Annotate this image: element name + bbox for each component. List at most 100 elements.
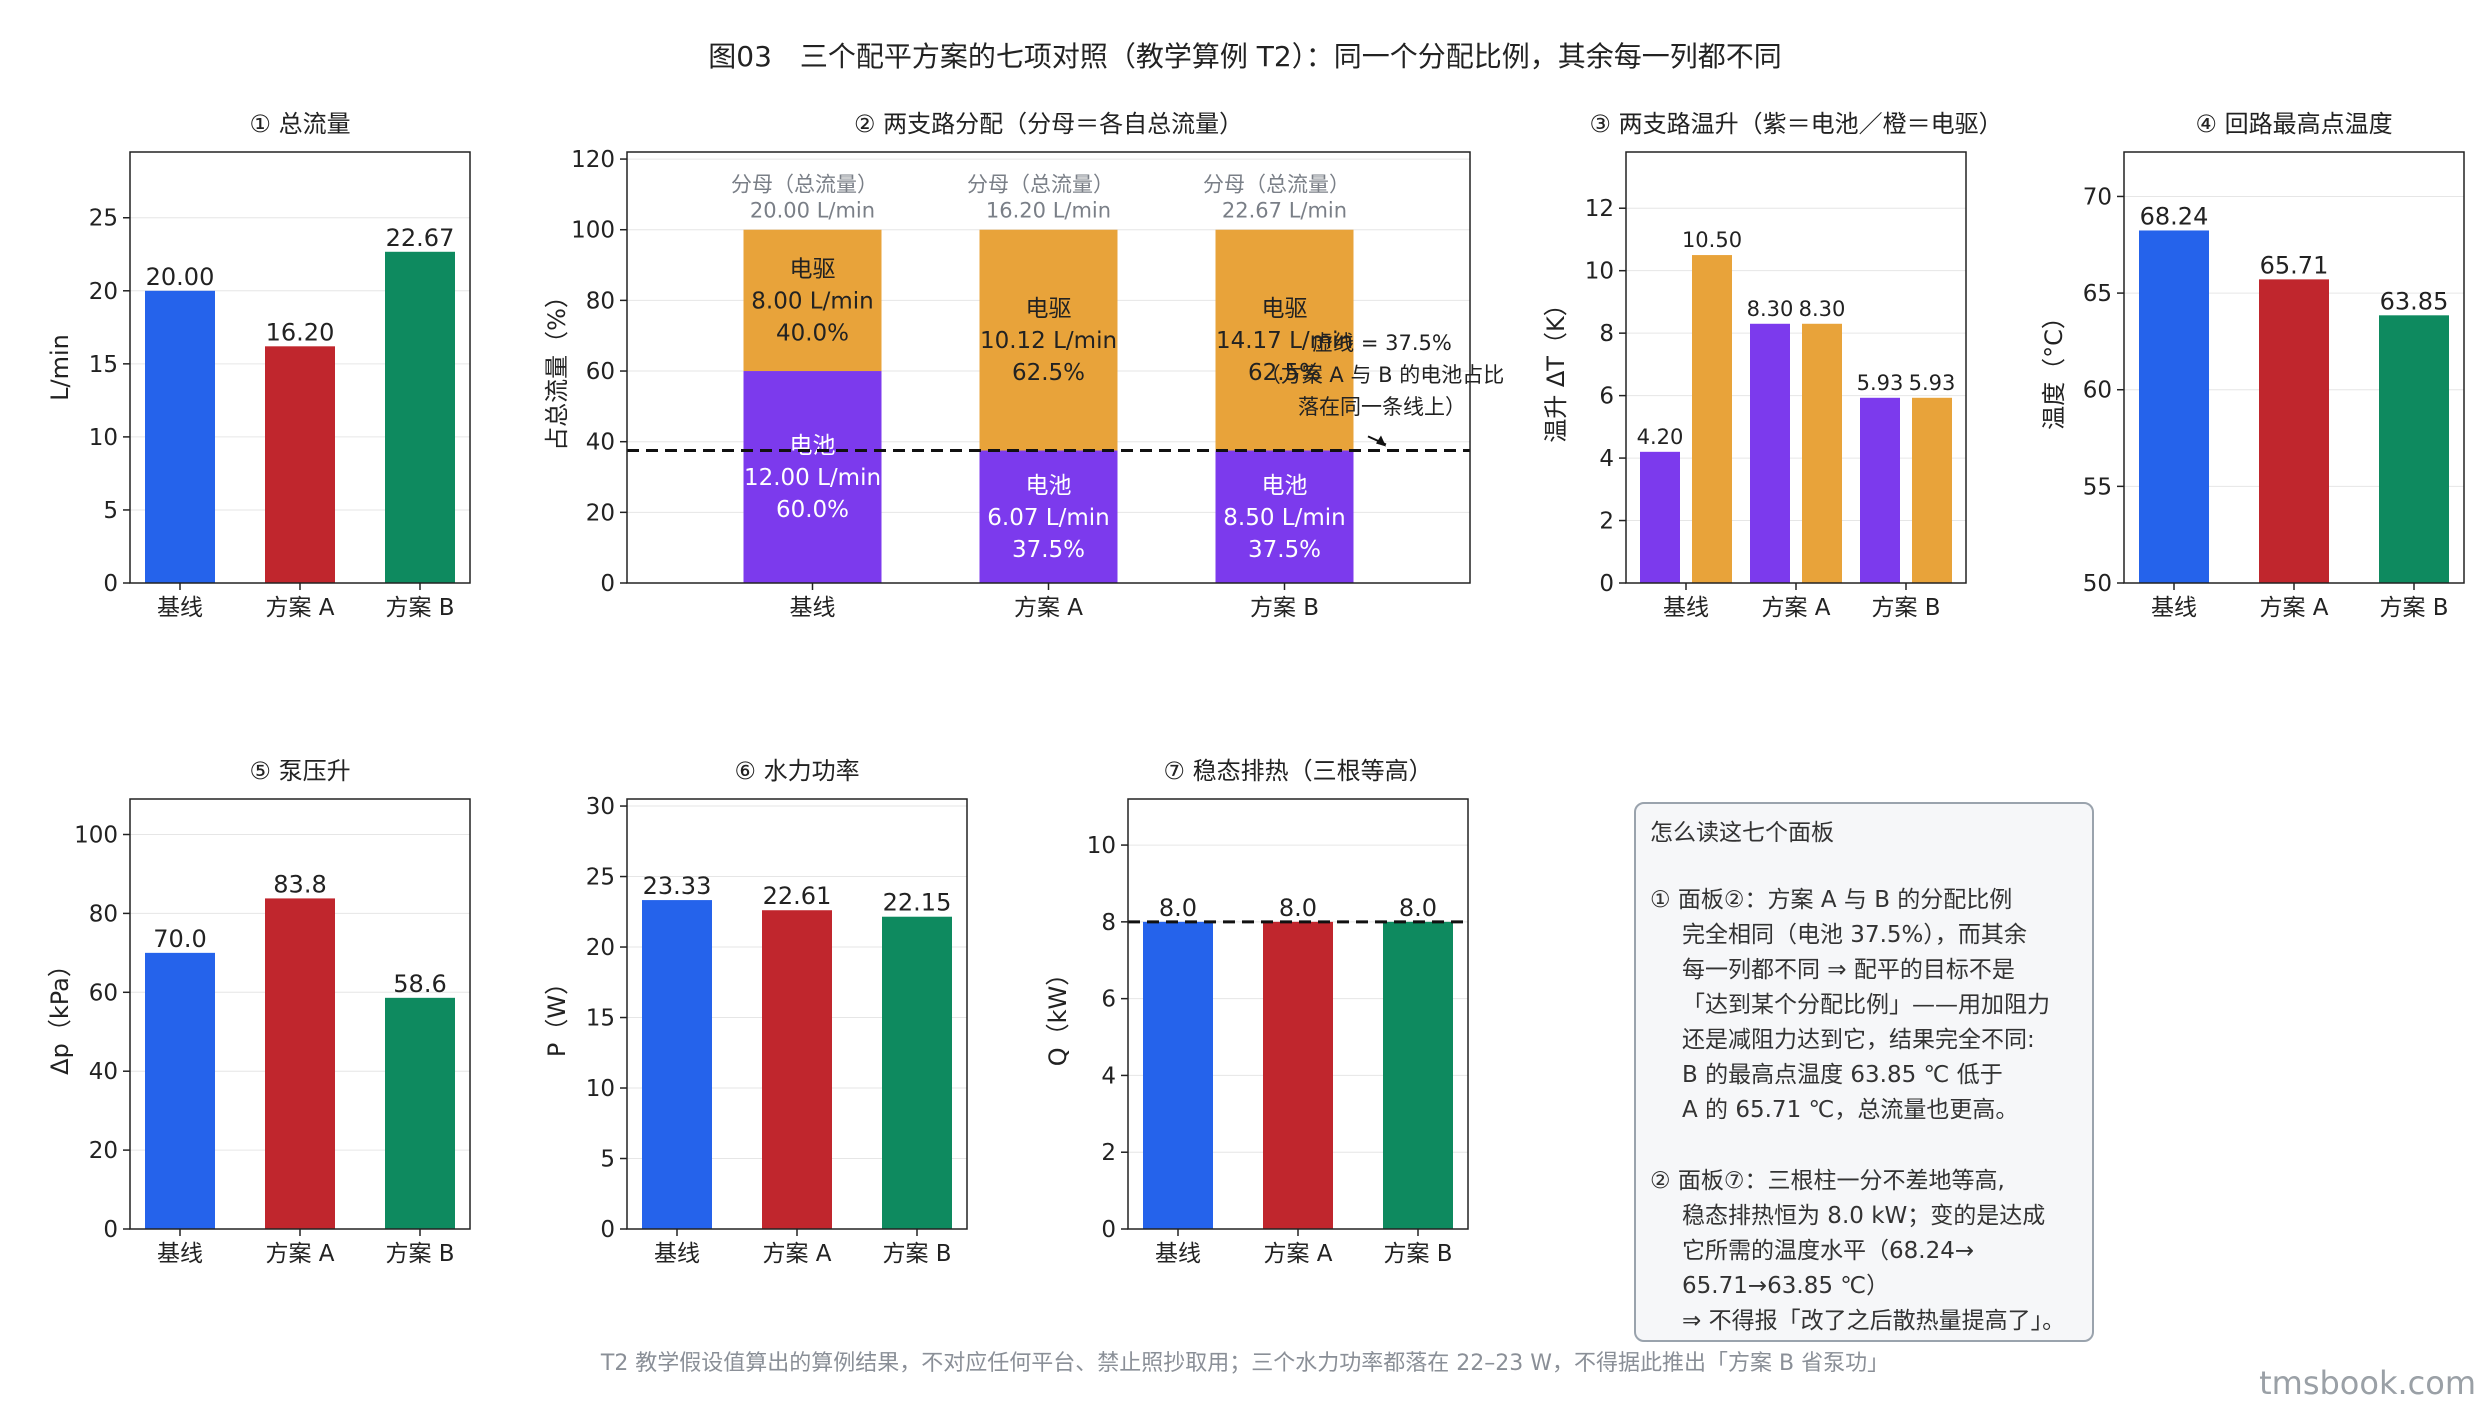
note-line: 「达到某个分配比例」——用加阻力 [1682,992,2050,1018]
panel-title: ⑤ 泵压升 [249,757,350,785]
bar-battery [1215,450,1354,583]
x-tick-label: 方案 A [265,595,334,621]
y-tick-label: 120 [571,147,615,173]
y-tick-label: 20 [586,935,615,961]
bar [385,251,455,583]
x-tick-label: 基线 [654,1241,700,1267]
y-tick-label: 12 [1585,196,1614,222]
segment-pct-label: 40.0% [776,320,849,346]
segment-flow-label: 10.12 L/min [980,328,1117,354]
denominator-value: 20.00 L/min [750,199,875,223]
x-tick-label: 基线 [1663,595,1709,621]
bar-value-label: 68.24 [2140,202,2209,230]
panel-p1: ① 总流量 0 5 10 15 20 25 L/min 基线 方案 A 方案 B 20.00 16.20… [46,110,471,621]
segment-series-label: 电池 [1262,473,1308,499]
y-tick-label: 10 [586,1076,615,1102]
panel-p3: ③ 两支路温升（紫＝电池／橙＝电驱） 0 2 4 6 8 10 12 温升 ΔT（K） 基线 方案 … [1542,110,2003,621]
note-line: 完全相同（电池 37.5%），而其余 [1682,922,2027,948]
bar-value-label: 8.30 [1747,297,1794,321]
bar-value-label: 22.15 [883,889,952,917]
watermark: tmsbook.com [2259,1364,2476,1402]
note-line: 它所需的温度水平（68.24→ [1682,1238,1975,1264]
y-tick-label: 70 [2083,184,2112,210]
y-axis-label: 占总流量（%） [543,284,571,451]
bar [1750,323,1790,583]
plot-frame [626,798,968,1230]
plot-frame [626,151,1471,584]
x-tick-label: 方案 B [385,1241,454,1267]
segment-flow-label: 8.50 L/min [1223,505,1345,531]
note-line: 65.71→63.85 ℃） [1682,1273,1890,1299]
bar [1802,323,1842,583]
bar-value-label: 5.93 [1857,371,1904,395]
note-line: ⇒ 不得报「改了之后散热量提高了」。 [1682,1308,2066,1334]
segment-flow-label: 14.17 L/min [1216,328,1353,354]
x-tick-label: 基线 [790,595,836,621]
segment-pct-label: 60.0% [776,497,849,523]
panel-p4: ④ 回路最高点温度 50 55 60 65 70 温度（°C） 基线 方案 A 方案 B 68.24… [2040,110,2465,621]
x-tick-label: 方案 A [762,1241,831,1267]
bar [882,916,952,1229]
panel-p5: ⑤ 泵压升 0 20 40 60 80 100 Δp（kPa） 基线 方案 A 方案 B 70.0 83… [46,757,471,1267]
note-line: ② 面板⑦：三根柱一分不差地等高, [1650,1168,2005,1194]
segment-series-label: 电驱 [1026,296,1072,322]
bar [145,290,215,583]
bar-battery [743,371,882,583]
y-tick-label: 10 [89,425,118,451]
reference-annotation: 落在同一条线上） [1298,395,1466,419]
y-axis-label: 温度（°C） [2040,305,2068,430]
bar-value-label: 22.61 [763,882,832,910]
y-tick-label: 80 [89,901,118,927]
y-tick-label: 6 [1599,384,1614,410]
bar [145,952,215,1229]
y-tick-label: 15 [89,352,118,378]
panel-title: ① 总流量 [249,110,350,138]
y-tick-label: 20 [89,279,118,305]
note-line: B 的最高点温度 63.85 ℃ 低于 [1682,1062,2003,1088]
bar [1860,397,1900,583]
reference-annotation: （方案 A 与 B 的电池占比 [1260,363,1504,387]
x-tick-label: 方案 B [882,1241,951,1267]
y-tick-label: 15 [586,1006,615,1032]
note-line: A 的 65.71 ℃，总流量也更高。 [1682,1097,2019,1123]
plot-frame [129,151,471,584]
bar-value-label: 63.85 [2380,287,2449,315]
y-tick-label: 0 [600,1217,615,1243]
panel-title: ⑥ 水力功率 [734,757,859,785]
y-tick-label: 2 [1101,1140,1116,1166]
y-tick-label: 40 [89,1059,118,1085]
y-tick-label: 65 [2083,281,2112,307]
bar [1143,921,1213,1229]
bar [642,900,712,1229]
note-line: 还是减阻力达到它，结果完全不同: [1682,1027,2035,1053]
x-tick-label: 基线 [1155,1241,1201,1267]
x-tick-label: 基线 [2151,595,2197,621]
bar [385,997,455,1229]
notes-paragraph-2: ② 面板⑦：三根柱一分不差地等高, 稳态排热恒为 8.0 kW；变的是达成 它所… [1650,1164,2078,1339]
bar-value-label: 10.50 [1682,228,1742,252]
y-tick-label: 80 [586,288,615,314]
y-tick-label: 50 [2083,571,2112,597]
denominator-value: 22.67 L/min [1222,199,1347,223]
note-line: ① 面板②：方案 A 与 B 的分配比例 [1650,887,2013,913]
note-line: 稳态排热恒为 8.0 kW；变的是达成 [1682,1203,2046,1229]
x-tick-label: 方案 B [1383,1241,1452,1267]
x-tick-label: 方案 B [2379,595,2448,621]
bar [2139,230,2209,583]
bar [2259,279,2329,583]
y-tick-label: 2 [1599,509,1614,535]
plot-frame [129,798,471,1230]
x-tick-label: 方案 B [1250,595,1319,621]
x-tick-label: 方案 A [1014,595,1083,621]
y-tick-label: 0 [1599,571,1614,597]
x-tick-label: 基线 [157,595,203,621]
y-axis-label: Q（kW） [1044,962,1072,1067]
y-tick-label: 25 [89,206,118,232]
segment-flow-label: 8.00 L/min [751,288,873,314]
y-tick-label: 5 [600,1147,615,1173]
y-tick-label: 0 [103,1217,118,1243]
y-tick-label: 20 [89,1138,118,1164]
y-tick-label: 60 [89,980,118,1006]
